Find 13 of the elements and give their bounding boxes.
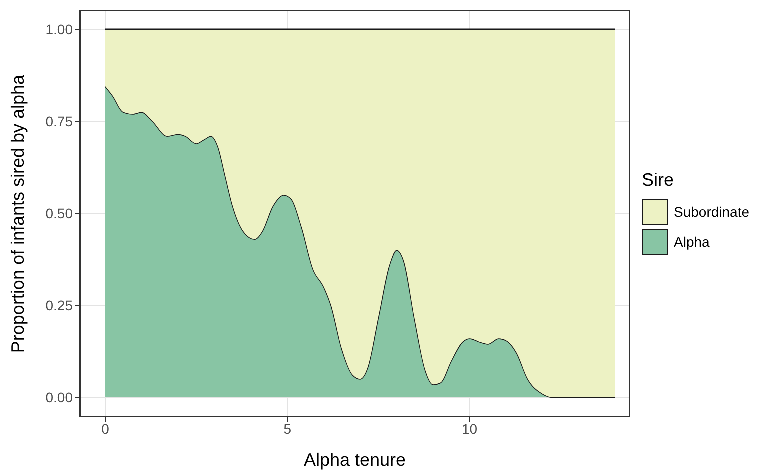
x-tick-label: 0	[102, 420, 110, 437]
y-tick-label: 0.00	[46, 389, 74, 406]
legend-label: Subordinate	[674, 204, 750, 220]
y-axis-title: Proportion of infants sired by alpha	[7, 73, 29, 355]
x-axis-title: Alpha tenure	[302, 449, 408, 471]
x-tick-label: 5	[284, 420, 292, 437]
y-tick-label: 0.50	[46, 205, 74, 222]
y-tick-label: 0.75	[46, 113, 74, 130]
y-tick-label: 1.00	[46, 21, 74, 38]
legend-title: Sire	[642, 170, 676, 191]
y-tick-label: 0.25	[46, 297, 74, 314]
x-tick-label: 10	[462, 420, 478, 437]
legend-label: Alpha	[674, 234, 710, 250]
